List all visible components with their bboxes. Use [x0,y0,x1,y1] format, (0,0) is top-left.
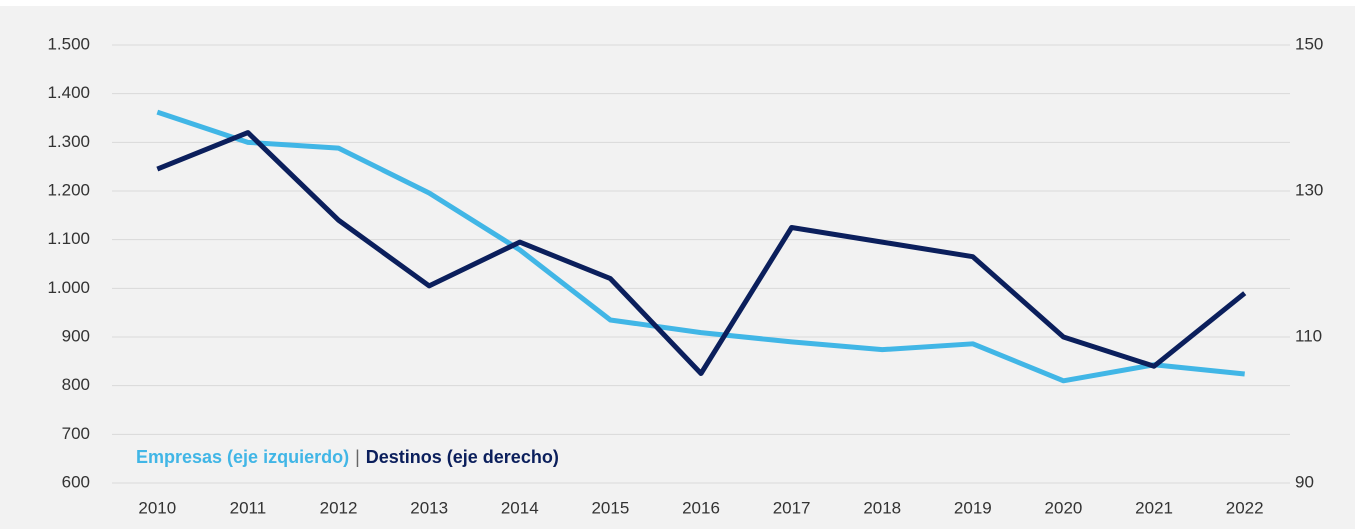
x-tick-label: 2011 [230,498,267,517]
y-tick-label: 600 [62,472,90,491]
x-tick-label: 2020 [1045,498,1083,517]
x-tick-label: 2013 [410,498,448,517]
y2-tick-label: 90 [1295,472,1314,491]
y-tick-label: 1.100 [47,229,90,248]
y-tick-label: 700 [62,424,90,443]
y-tick-label: 1.500 [47,34,90,53]
y-tick-label: 1.300 [47,132,90,151]
y-tick-label: 800 [62,375,90,394]
x-tick-label: 2014 [501,498,539,517]
y-tick-label: 1.400 [47,83,90,102]
x-tick-label: 2015 [591,498,629,517]
y-tick-label: 900 [62,326,90,345]
line-series [156,109,1245,384]
x-tick-label: 2019 [954,498,992,517]
x-tick-label: 2022 [1226,498,1264,517]
line-series [156,130,1247,376]
x-tick-label: 2010 [138,498,176,517]
x-tick-label: 2016 [682,498,720,517]
y-tick-label: 1.000 [47,278,90,297]
legend-entry: Destinos (eje derecho) [366,447,559,467]
x-tick-label: 2018 [863,498,901,517]
legend-separator: | [355,447,360,467]
x-tick-label: 2012 [320,498,358,517]
y2-tick-label: 110 [1295,326,1322,345]
y2-tick-label: 130 [1295,180,1323,199]
x-tick-label: 2021 [1135,498,1173,517]
y-tick-label: 1.200 [47,180,90,199]
x-tick-label: 2017 [773,498,811,517]
legend-entry: Empresas (eje izquierdo) [136,447,349,467]
y2-tick-label: 150 [1295,34,1323,53]
